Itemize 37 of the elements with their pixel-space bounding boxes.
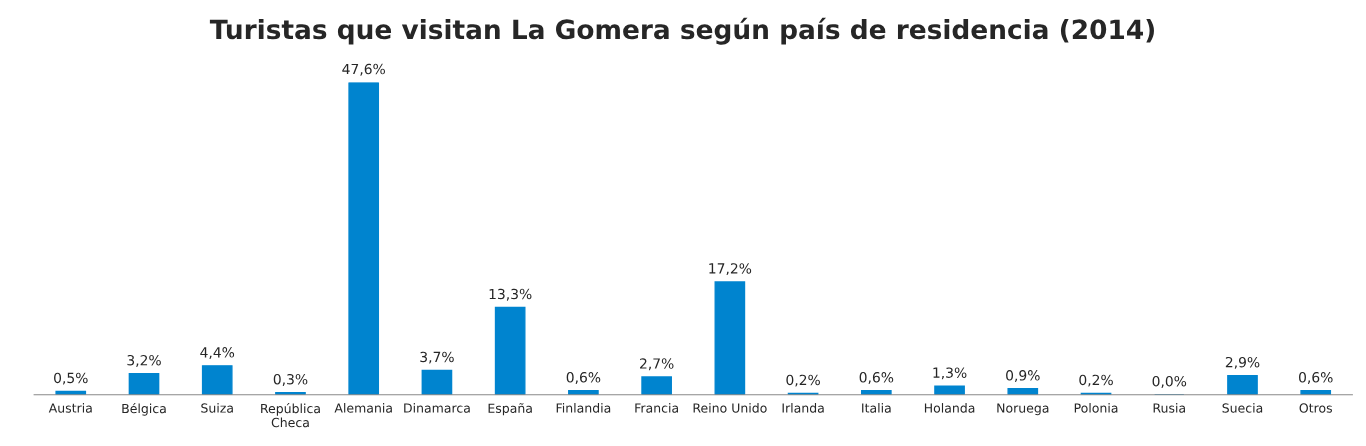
data-label: 2,9% xyxy=(1225,356,1260,369)
x-tick-label: Finlandia xyxy=(556,403,611,413)
data-label: 3,7% xyxy=(420,351,454,364)
chart-title: Turistas que visitan La Gomera según país de residencia (2014) xyxy=(209,17,1154,45)
x-tick-label: República Checa xyxy=(261,403,320,428)
x-tick-label: Polonia xyxy=(1074,403,1118,413)
data-label: 0,9% xyxy=(1006,370,1040,382)
x-tick-label: Holanda xyxy=(924,403,975,413)
data-label: 0,2% xyxy=(1079,374,1113,387)
data-label: 0,0% xyxy=(1152,375,1187,388)
x-tick-label: Italia xyxy=(862,403,891,413)
data-label: 3,2% xyxy=(127,354,161,367)
data-label: 47,6% xyxy=(342,63,385,76)
data-label: 0,5% xyxy=(54,372,88,385)
data-label: 1,3% xyxy=(933,367,967,380)
x-tick-label: Noruega xyxy=(997,403,1049,416)
data-label: 0,6% xyxy=(1299,372,1333,384)
data-label: 0,2% xyxy=(786,374,820,387)
x-tick-label: Bélgica xyxy=(122,403,166,416)
data-label: 4,4% xyxy=(200,347,235,360)
x-tick-label: España xyxy=(488,403,532,416)
data-label: 0,3% xyxy=(273,373,308,386)
data-label: 0,6% xyxy=(859,372,894,384)
data-label: 0,6% xyxy=(566,372,601,384)
x-tick-label: Reino Unido xyxy=(693,403,767,413)
x-tick-label: Francia xyxy=(635,403,678,413)
x-tick-label: Suecia xyxy=(1222,403,1263,413)
data-label: 17,2% xyxy=(709,263,752,276)
x-tick-label: Otros xyxy=(1299,403,1332,413)
data-label: 13,3% xyxy=(489,288,532,301)
x-tick-label: Dinamarca xyxy=(404,403,470,413)
x-tick-label: Irlanda xyxy=(782,403,824,413)
x-tick-label: Austria xyxy=(48,403,92,413)
data-label: 2,7% xyxy=(640,358,674,371)
x-tick-label: Suiza xyxy=(201,403,233,413)
x-tick-label: Rusia xyxy=(1153,403,1185,413)
x-tick-label: Alemania xyxy=(334,403,392,413)
